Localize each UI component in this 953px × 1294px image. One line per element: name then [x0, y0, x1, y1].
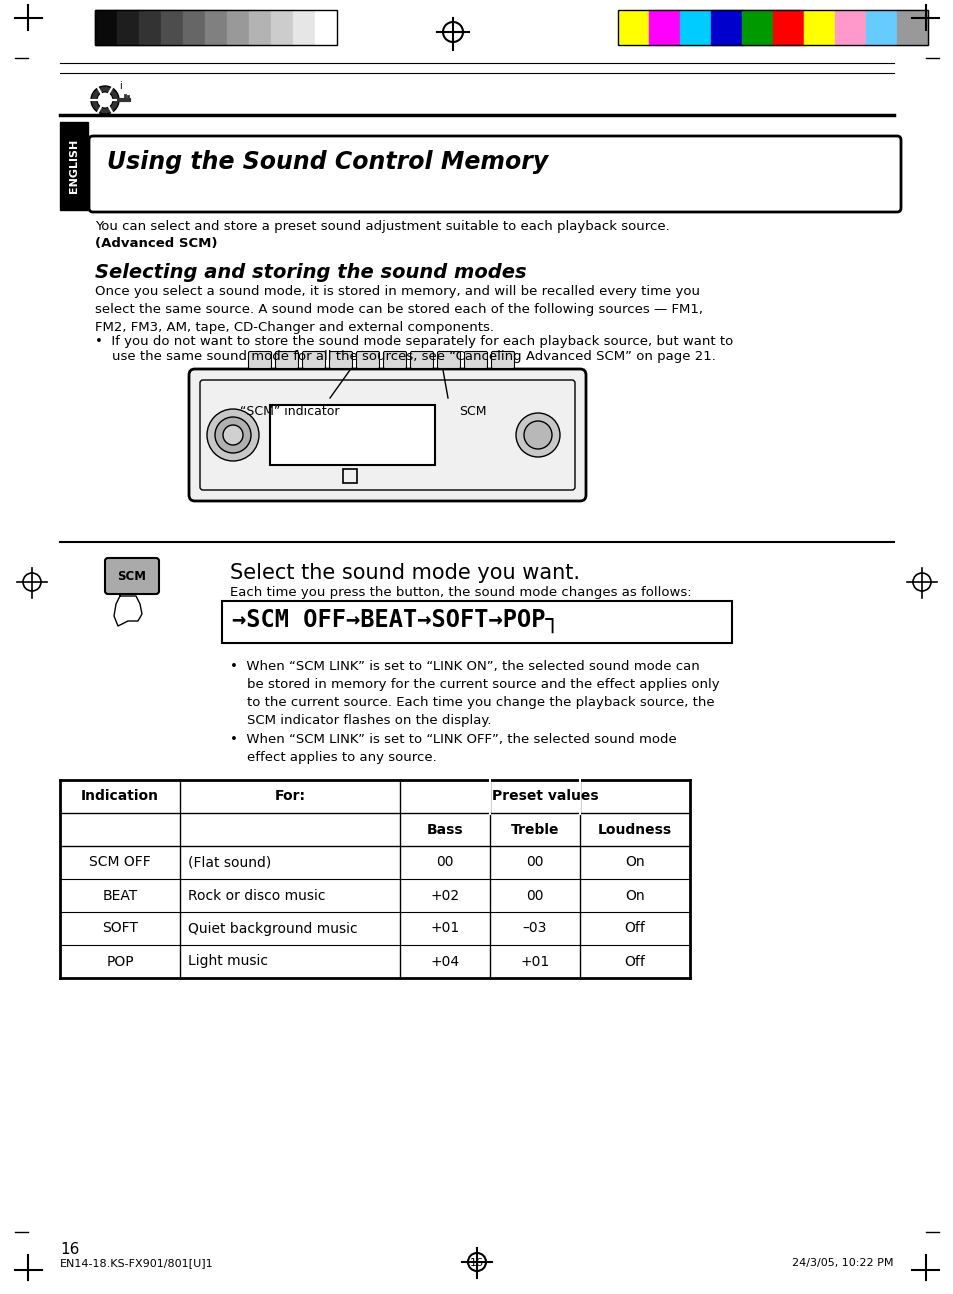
FancyBboxPatch shape	[464, 352, 487, 369]
Text: (Flat sound): (Flat sound)	[188, 855, 271, 870]
Text: BEAT: BEAT	[102, 889, 137, 902]
Text: Rock or disco music: Rock or disco music	[188, 889, 325, 902]
Bar	[227, 10, 249, 45]
Text: ENGLISH: ENGLISH	[69, 138, 79, 193]
Text: •  If you do not want to store the sound mode separately for each playback sourc: • If you do not want to store the sound …	[95, 335, 733, 348]
Text: Light music: Light music	[188, 955, 268, 968]
Text: EN14-18.KS-FX901/801[U]1: EN14-18.KS-FX901/801[U]1	[60, 1258, 213, 1268]
Text: +01: +01	[430, 921, 459, 936]
Circle shape	[223, 424, 243, 445]
FancyBboxPatch shape	[105, 558, 159, 594]
FancyBboxPatch shape	[356, 352, 379, 369]
Text: 00: 00	[436, 855, 454, 870]
FancyBboxPatch shape	[302, 352, 325, 369]
Text: 16: 16	[470, 1258, 483, 1268]
Bar	[271, 10, 293, 45]
Text: 24/3/05, 10:22 PM: 24/3/05, 10:22 PM	[792, 1258, 893, 1268]
Bar	[618, 10, 927, 45]
Bar	[865, 10, 896, 45]
Text: –03: –03	[522, 921, 547, 936]
Bar	[95, 10, 117, 45]
Bar	[183, 10, 205, 45]
Bar	[741, 10, 772, 45]
Text: +01: +01	[519, 955, 549, 968]
FancyBboxPatch shape	[383, 352, 406, 369]
Bar	[648, 10, 679, 45]
Bar	[270, 405, 435, 465]
Text: •  When “SCM LINK” is set to “LINK ON”, the selected sound mode can
    be store: • When “SCM LINK” is set to “LINK ON”, t…	[230, 660, 719, 727]
Text: Using the Sound Control Memory: Using the Sound Control Memory	[107, 150, 548, 173]
Circle shape	[207, 409, 258, 461]
Circle shape	[523, 421, 552, 449]
Text: Preset values: Preset values	[491, 789, 598, 804]
Bar	[205, 10, 227, 45]
Text: 00: 00	[526, 889, 543, 902]
FancyBboxPatch shape	[189, 369, 585, 501]
Text: You can select and store a preset sound adjustment suitable to each playback sou: You can select and store a preset sound …	[95, 220, 669, 233]
Text: For:: For:	[274, 789, 305, 804]
FancyBboxPatch shape	[491, 352, 514, 369]
Text: On: On	[624, 889, 644, 902]
Bar	[834, 10, 865, 45]
Text: SOFT: SOFT	[102, 921, 138, 936]
Bar	[618, 10, 648, 45]
Text: +04: +04	[430, 955, 459, 968]
Text: Off: Off	[624, 955, 645, 968]
Text: Select the sound mode you want.: Select the sound mode you want.	[230, 563, 579, 584]
Text: POP: POP	[106, 955, 133, 968]
Bar	[710, 10, 741, 45]
Text: Quiet background music: Quiet background music	[188, 921, 357, 936]
Text: •  When “SCM LINK” is set to “LINK OFF”, the selected sound mode
    effect appl: • When “SCM LINK” is set to “LINK OFF”, …	[230, 732, 676, 763]
Bar	[803, 10, 834, 45]
Circle shape	[97, 92, 112, 107]
Bar	[95, 10, 336, 45]
FancyBboxPatch shape	[248, 352, 272, 369]
Text: SCM: SCM	[117, 569, 147, 582]
Text: Indication: Indication	[81, 789, 159, 804]
Text: (Advanced SCM): (Advanced SCM)	[95, 237, 217, 250]
Text: On: On	[624, 855, 644, 870]
Text: +02: +02	[430, 889, 459, 902]
Text: Treble: Treble	[510, 823, 558, 836]
Bar	[161, 10, 183, 45]
Text: i: i	[119, 82, 122, 91]
Bar	[293, 10, 314, 45]
Circle shape	[91, 85, 119, 114]
FancyBboxPatch shape	[275, 352, 298, 369]
Bar	[896, 10, 927, 45]
Bar	[222, 600, 731, 643]
Text: Loudness: Loudness	[598, 823, 671, 836]
Text: use the same sound mode for all the sources, see “Canceling Advanced SCM” on pag: use the same sound mode for all the sour…	[95, 349, 715, 364]
FancyBboxPatch shape	[329, 352, 352, 369]
Text: SCM: SCM	[458, 405, 486, 418]
Text: 00: 00	[526, 855, 543, 870]
Text: 16: 16	[60, 1242, 79, 1256]
FancyBboxPatch shape	[410, 352, 433, 369]
Bar	[60, 122, 88, 210]
Text: Bass: Bass	[426, 823, 463, 836]
Circle shape	[516, 413, 559, 457]
Bar	[314, 10, 336, 45]
Text: Each time you press the button, the sound mode changes as follows:: Each time you press the button, the soun…	[230, 586, 691, 599]
Text: “SCM” indicator: “SCM” indicator	[240, 405, 339, 418]
Bar	[343, 468, 356, 483]
Text: SCM OFF: SCM OFF	[89, 855, 151, 870]
Text: →SCM OFF→BEAT→SOFT→POP┐: →SCM OFF→BEAT→SOFT→POP┐	[232, 609, 559, 633]
Bar	[139, 10, 161, 45]
Circle shape	[214, 417, 251, 453]
Text: Off: Off	[624, 921, 645, 936]
Bar	[679, 10, 710, 45]
Bar	[249, 10, 271, 45]
Text: Once you select a sound mode, it is stored in memory, and will be recalled every: Once you select a sound mode, it is stor…	[95, 285, 702, 334]
Text: Selecting and storing the sound modes: Selecting and storing the sound modes	[95, 263, 526, 282]
FancyBboxPatch shape	[437, 352, 460, 369]
Bar	[772, 10, 803, 45]
Bar	[117, 10, 139, 45]
